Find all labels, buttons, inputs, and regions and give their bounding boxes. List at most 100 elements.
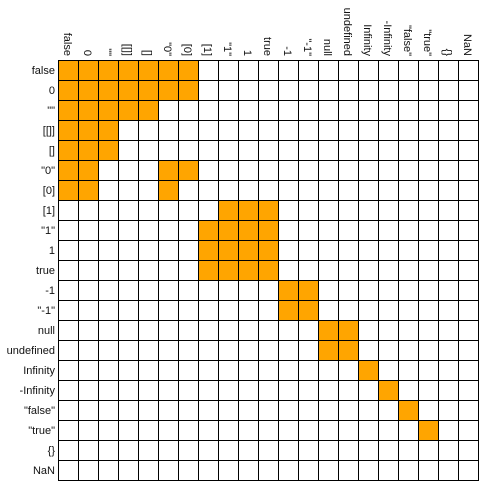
- matrix-cell-r13-c0: [58, 320, 79, 341]
- matrix-cell-r3-c15: [358, 120, 379, 141]
- matrix-cell-r0-c19: [438, 60, 459, 81]
- matrix-cell-r14-c1: [78, 340, 99, 361]
- matrix-cell-r16-c16: [378, 380, 399, 401]
- column-label: "-1": [301, 38, 313, 56]
- matrix-cell-r14-c3: [118, 340, 139, 361]
- matrix-cell-r18-c10: [258, 420, 279, 441]
- matrix-cell-r5-c14: [338, 160, 359, 181]
- matrix-cell-r20-c13: [318, 460, 339, 481]
- matrix-cell-r6-c17: [398, 180, 419, 201]
- matrix-cell-r13-c4: [138, 320, 159, 341]
- matrix-cell-r19-c1: [78, 440, 99, 461]
- matrix-cell-r12-c19: [438, 300, 459, 321]
- matrix-cell-r13-c15: [358, 320, 379, 341]
- matrix-cell-r2-c19: [438, 100, 459, 121]
- matrix-cell-r2-c16: [378, 100, 399, 121]
- matrix-cell-r10-c0: [58, 260, 79, 281]
- matrix-cell-r0-c20: [458, 60, 479, 81]
- matrix-cell-r7-c1: [78, 200, 99, 221]
- matrix-cell-r1-c6: [178, 80, 199, 101]
- matrix-cell-r14-c4: [138, 340, 159, 361]
- matrix-cell-r6-c7: [198, 180, 219, 201]
- matrix-cell-r3-c10: [258, 120, 279, 141]
- matrix-cell-r1-c17: [398, 80, 419, 101]
- matrix-cell-r16-c17: [398, 380, 419, 401]
- matrix-cell-r19-c8: [218, 440, 239, 461]
- matrix-cell-r17-c3: [118, 400, 139, 421]
- matrix-cell-r2-c6: [178, 100, 199, 121]
- matrix-cell-r7-c14: [338, 200, 359, 221]
- matrix-cell-r11-c9: [238, 280, 259, 301]
- matrix-cell-r18-c17: [398, 420, 419, 441]
- matrix-cell-r6-c4: [138, 180, 159, 201]
- matrix-cell-r17-c19: [438, 400, 459, 421]
- matrix-cell-r6-c15: [358, 180, 379, 201]
- matrix-cell-r12-c20: [458, 300, 479, 321]
- matrix-cell-r18-c13: [318, 420, 339, 441]
- matrix-cell-r19-c12: [298, 440, 319, 461]
- matrix-cell-r0-c14: [338, 60, 359, 81]
- matrix-cell-r5-c12: [298, 160, 319, 181]
- matrix-cell-r17-c20: [458, 400, 479, 421]
- matrix-cell-r18-c1: [78, 420, 99, 441]
- matrix-cell-r12-c10: [258, 300, 279, 321]
- matrix-cell-r13-c7: [198, 320, 219, 341]
- matrix-cell-r11-c11: [278, 280, 299, 301]
- matrix-cell-r19-c15: [358, 440, 379, 461]
- matrix-cell-r0-c10: [258, 60, 279, 81]
- row-label: {}: [48, 445, 56, 457]
- matrix-cell-r16-c13: [318, 380, 339, 401]
- matrix-cell-r15-c2: [98, 360, 119, 381]
- matrix-cell-r0-c12: [298, 60, 319, 81]
- matrix-cell-r11-c13: [318, 280, 339, 301]
- matrix-cell-r13-c12: [298, 320, 319, 341]
- matrix-cell-r1-c2: [98, 80, 119, 101]
- matrix-cell-r9-c1: [78, 240, 99, 261]
- column-label: NaN: [461, 34, 473, 56]
- matrix-cell-r9-c8: [218, 240, 239, 261]
- matrix-cell-r9-c11: [278, 240, 299, 261]
- matrix-cell-r12-c6: [178, 300, 199, 321]
- matrix-cell-r9-c2: [98, 240, 119, 261]
- matrix-cell-r11-c17: [398, 280, 419, 301]
- matrix-cell-r6-c13: [318, 180, 339, 201]
- matrix-cell-r17-c15: [358, 400, 379, 421]
- matrix-cell-r8-c16: [378, 220, 399, 241]
- matrix-cell-r6-c3: [118, 180, 139, 201]
- matrix-cells: [58, 60, 479, 481]
- matrix-cell-r13-c20: [458, 320, 479, 341]
- matrix-cell-r18-c11: [278, 420, 299, 441]
- matrix-cell-r0-c15: [358, 60, 379, 81]
- matrix-cell-r11-c1: [78, 280, 99, 301]
- matrix-cell-r4-c5: [158, 140, 179, 161]
- matrix-cell-r7-c8: [218, 200, 239, 221]
- column-label: null: [321, 39, 333, 56]
- matrix-cell-r19-c16: [378, 440, 399, 461]
- matrix-cell-r19-c7: [198, 440, 219, 461]
- matrix-cell-r11-c8: [218, 280, 239, 301]
- column-label: []: [141, 50, 153, 56]
- matrix-cell-r19-c18: [418, 440, 439, 461]
- row-label: Infinity: [23, 365, 55, 377]
- matrix-cell-r8-c11: [278, 220, 299, 241]
- matrix-cell-r9-c12: [298, 240, 319, 261]
- matrix-cell-r10-c2: [98, 260, 119, 281]
- matrix-cell-r5-c15: [358, 160, 379, 181]
- matrix-cell-r9-c0: [58, 240, 79, 261]
- matrix-cell-r10-c6: [178, 260, 199, 281]
- matrix-cell-r9-c20: [458, 240, 479, 261]
- matrix-cell-r16-c15: [358, 380, 379, 401]
- matrix-cell-r18-c2: [98, 420, 119, 441]
- matrix-cell-r9-c6: [178, 240, 199, 261]
- row-label: "0": [41, 165, 55, 177]
- matrix-cell-r3-c12: [298, 120, 319, 141]
- matrix-cell-r8-c12: [298, 220, 319, 241]
- matrix-cell-r15-c6: [178, 360, 199, 381]
- matrix-cell-r9-c4: [138, 240, 159, 261]
- matrix-cell-r20-c2: [98, 460, 119, 481]
- matrix-cell-r1-c20: [458, 80, 479, 101]
- row-label: "-1": [37, 305, 55, 317]
- matrix-cell-r7-c16: [378, 200, 399, 221]
- column-label: Infinity: [361, 24, 373, 56]
- matrix-cell-r10-c7: [198, 260, 219, 281]
